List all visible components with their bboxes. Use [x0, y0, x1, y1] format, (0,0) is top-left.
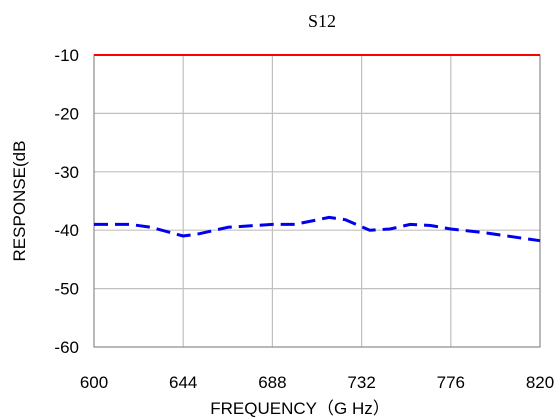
y-axis-label: RESPONSE(dB [10, 141, 29, 262]
x-tick-label: 732 [347, 373, 375, 392]
x-tick-label: 776 [437, 373, 465, 392]
y-tick-label: -60 [54, 338, 79, 357]
grid [93, 54, 541, 348]
x-tick-label: 820 [526, 373, 554, 392]
y-tick-label: -30 [54, 163, 79, 182]
x-tick-labels: 600 644 688 732 776 820 [80, 373, 554, 392]
x-tick-label: 600 [80, 373, 108, 392]
y-tick-labels: -10 -20 -30 -40 -50 -60 [54, 46, 79, 357]
y-tick-label: -50 [54, 280, 79, 299]
plot-frame [93, 54, 541, 348]
x-tick-label: 644 [169, 373, 197, 392]
y-tick-label: -20 [54, 104, 79, 123]
chart-title: S12 [308, 11, 336, 31]
x-axis-label: FREQUENCY（G Hz） [210, 399, 389, 418]
x-tick-label: 688 [258, 373, 286, 392]
series-line-1 [94, 215, 541, 243]
y-tick-label: -40 [54, 221, 79, 240]
series-layer [94, 54, 541, 243]
y-tick-label: -10 [54, 46, 79, 65]
